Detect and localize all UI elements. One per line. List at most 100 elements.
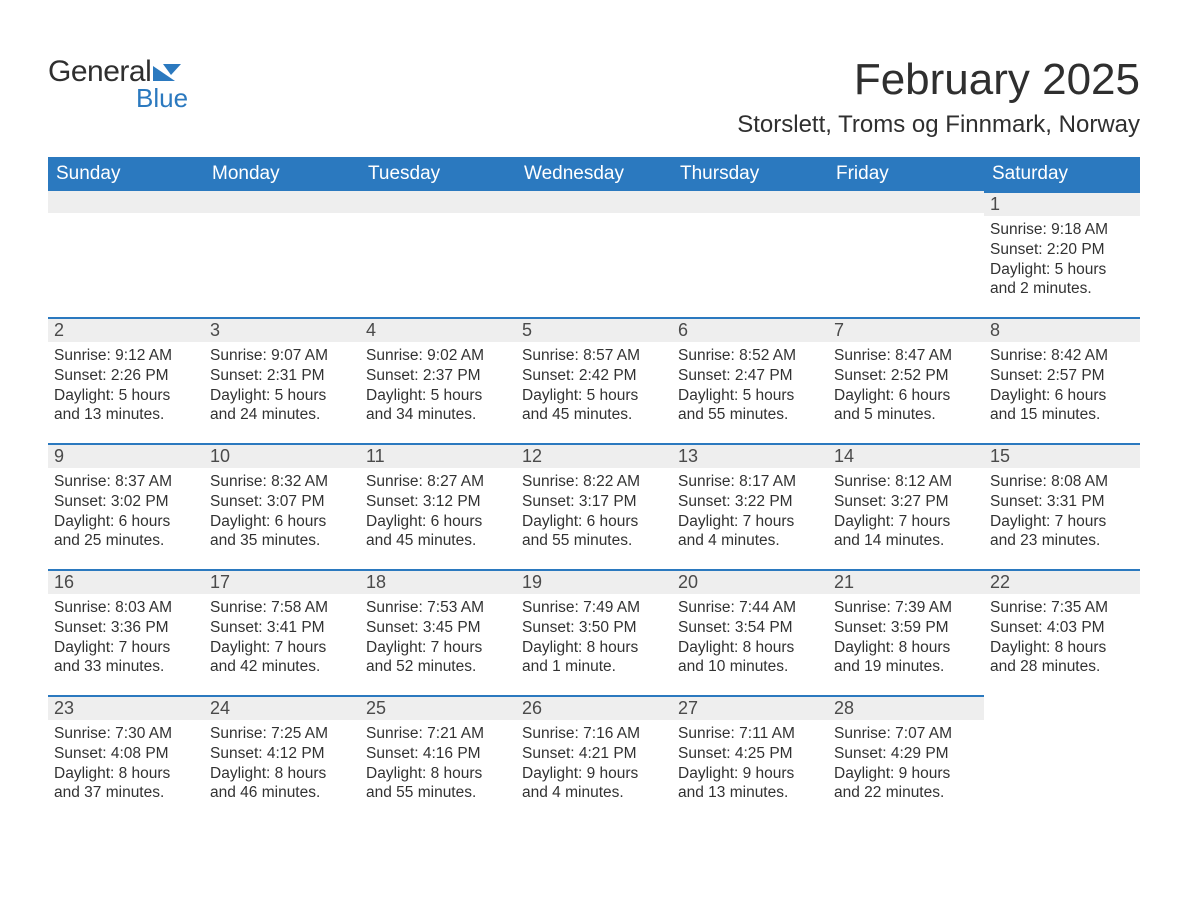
day-line-day1: Daylight: 5 hours — [990, 260, 1134, 280]
calendar-cell: 17Sunrise: 7:58 AMSunset: 3:41 PMDayligh… — [204, 569, 360, 695]
calendar-cell — [516, 191, 672, 317]
day-number: 10 — [204, 443, 360, 468]
calendar-cell: 23Sunrise: 7:30 AMSunset: 4:08 PMDayligh… — [48, 695, 204, 821]
day-line-sunset: Sunset: 3:17 PM — [522, 492, 666, 512]
calendar-cell — [984, 695, 1140, 821]
calendar-cell — [204, 191, 360, 317]
day-line-sunrise: Sunrise: 9:07 AM — [210, 346, 354, 366]
calendar-cell: 19Sunrise: 7:49 AMSunset: 3:50 PMDayligh… — [516, 569, 672, 695]
title-block: February 2025 Storslett, Troms og Finnma… — [737, 55, 1140, 139]
weekday-header: Thursday — [672, 157, 828, 191]
day-line-day1: Daylight: 6 hours — [210, 512, 354, 532]
calendar-cell: 21Sunrise: 7:39 AMSunset: 3:59 PMDayligh… — [828, 569, 984, 695]
day-line-sunset: Sunset: 4:29 PM — [834, 744, 978, 764]
day-line-sunset: Sunset: 3:45 PM — [366, 618, 510, 638]
day-number: 20 — [672, 569, 828, 594]
day-line-day1: Daylight: 6 hours — [990, 386, 1134, 406]
day-line-day2: and 55 minutes. — [678, 405, 822, 425]
day-line-day1: Daylight: 7 hours — [210, 638, 354, 658]
logo: General Blue — [48, 55, 188, 114]
calendar-body: 1Sunrise: 9:18 AMSunset: 2:20 PMDaylight… — [48, 191, 1140, 821]
day-line-day2: and 15 minutes. — [990, 405, 1134, 425]
calendar-cell: 9Sunrise: 8:37 AMSunset: 3:02 PMDaylight… — [48, 443, 204, 569]
day-line-sunset: Sunset: 2:52 PM — [834, 366, 978, 386]
day-line-day2: and 25 minutes. — [54, 531, 198, 551]
day-number: 4 — [360, 317, 516, 342]
day-line-day1: Daylight: 5 hours — [678, 386, 822, 406]
day-number: 3 — [204, 317, 360, 342]
day-details: Sunrise: 7:21 AMSunset: 4:16 PMDaylight:… — [360, 720, 516, 807]
calendar-cell: 2Sunrise: 9:12 AMSunset: 2:26 PMDaylight… — [48, 317, 204, 443]
day-line-sunrise: Sunrise: 8:22 AM — [522, 472, 666, 492]
calendar-cell: 5Sunrise: 8:57 AMSunset: 2:42 PMDaylight… — [516, 317, 672, 443]
day-line-day2: and 37 minutes. — [54, 783, 198, 803]
day-line-sunrise: Sunrise: 7:30 AM — [54, 724, 198, 744]
day-line-day2: and 45 minutes. — [366, 531, 510, 551]
day-line-day1: Daylight: 7 hours — [834, 512, 978, 532]
day-line-sunrise: Sunrise: 8:37 AM — [54, 472, 198, 492]
day-details: Sunrise: 8:27 AMSunset: 3:12 PMDaylight:… — [360, 468, 516, 555]
calendar-cell: 12Sunrise: 8:22 AMSunset: 3:17 PMDayligh… — [516, 443, 672, 569]
empty-day-head — [360, 191, 516, 213]
logo-text-blue: Blue — [136, 83, 188, 114]
day-line-sunrise: Sunrise: 9:12 AM — [54, 346, 198, 366]
calendar-cell: 22Sunrise: 7:35 AMSunset: 4:03 PMDayligh… — [984, 569, 1140, 695]
day-line-day1: Daylight: 6 hours — [54, 512, 198, 532]
day-line-day2: and 46 minutes. — [210, 783, 354, 803]
day-details: Sunrise: 8:12 AMSunset: 3:27 PMDaylight:… — [828, 468, 984, 555]
day-line-sunrise: Sunrise: 8:17 AM — [678, 472, 822, 492]
day-line-sunrise: Sunrise: 7:39 AM — [834, 598, 978, 618]
calendar-cell: 14Sunrise: 8:12 AMSunset: 3:27 PMDayligh… — [828, 443, 984, 569]
calendar-week-row: 23Sunrise: 7:30 AMSunset: 4:08 PMDayligh… — [48, 695, 1140, 821]
day-number: 13 — [672, 443, 828, 468]
day-details: Sunrise: 8:37 AMSunset: 3:02 PMDaylight:… — [48, 468, 204, 555]
calendar-cell: 6Sunrise: 8:52 AMSunset: 2:47 PMDaylight… — [672, 317, 828, 443]
day-line-day1: Daylight: 7 hours — [54, 638, 198, 658]
calendar-cell — [48, 191, 204, 317]
day-line-sunrise: Sunrise: 8:32 AM — [210, 472, 354, 492]
day-line-day1: Daylight: 6 hours — [522, 512, 666, 532]
day-line-day1: Daylight: 8 hours — [834, 638, 978, 658]
day-details: Sunrise: 7:58 AMSunset: 3:41 PMDaylight:… — [204, 594, 360, 681]
day-line-day1: Daylight: 7 hours — [678, 512, 822, 532]
weekday-header: Monday — [204, 157, 360, 191]
day-line-day2: and 2 minutes. — [990, 279, 1134, 299]
day-details: Sunrise: 9:02 AMSunset: 2:37 PMDaylight:… — [360, 342, 516, 429]
day-line-day2: and 19 minutes. — [834, 657, 978, 677]
calendar-table: Sunday Monday Tuesday Wednesday Thursday… — [48, 157, 1140, 821]
empty-day-head — [516, 191, 672, 213]
day-line-day1: Daylight: 8 hours — [366, 764, 510, 784]
day-line-day2: and 23 minutes. — [990, 531, 1134, 551]
day-number: 25 — [360, 695, 516, 720]
day-line-sunrise: Sunrise: 8:57 AM — [522, 346, 666, 366]
day-line-sunset: Sunset: 3:22 PM — [678, 492, 822, 512]
weekday-header: Wednesday — [516, 157, 672, 191]
day-line-sunset: Sunset: 3:54 PM — [678, 618, 822, 638]
empty-day-head — [672, 191, 828, 213]
day-line-day1: Daylight: 8 hours — [990, 638, 1134, 658]
day-line-day2: and 28 minutes. — [990, 657, 1134, 677]
day-details: Sunrise: 7:44 AMSunset: 3:54 PMDaylight:… — [672, 594, 828, 681]
day-line-sunrise: Sunrise: 9:02 AM — [366, 346, 510, 366]
day-line-sunset: Sunset: 3:12 PM — [366, 492, 510, 512]
day-line-day2: and 22 minutes. — [834, 783, 978, 803]
calendar-week-row: 2Sunrise: 9:12 AMSunset: 2:26 PMDaylight… — [48, 317, 1140, 443]
weekday-header: Saturday — [984, 157, 1140, 191]
calendar-cell: 20Sunrise: 7:44 AMSunset: 3:54 PMDayligh… — [672, 569, 828, 695]
calendar-cell: 28Sunrise: 7:07 AMSunset: 4:29 PMDayligh… — [828, 695, 984, 821]
calendar-cell: 4Sunrise: 9:02 AMSunset: 2:37 PMDaylight… — [360, 317, 516, 443]
day-line-sunrise: Sunrise: 8:08 AM — [990, 472, 1134, 492]
day-line-sunrise: Sunrise: 7:35 AM — [990, 598, 1134, 618]
day-line-sunrise: Sunrise: 7:49 AM — [522, 598, 666, 618]
empty-day-head — [48, 191, 204, 213]
day-details: Sunrise: 8:52 AMSunset: 2:47 PMDaylight:… — [672, 342, 828, 429]
day-number: 23 — [48, 695, 204, 720]
day-line-day1: Daylight: 5 hours — [522, 386, 666, 406]
day-number: 15 — [984, 443, 1140, 468]
day-details: Sunrise: 8:32 AMSunset: 3:07 PMDaylight:… — [204, 468, 360, 555]
day-details: Sunrise: 8:17 AMSunset: 3:22 PMDaylight:… — [672, 468, 828, 555]
day-line-sunrise: Sunrise: 7:44 AM — [678, 598, 822, 618]
calendar-cell: 25Sunrise: 7:21 AMSunset: 4:16 PMDayligh… — [360, 695, 516, 821]
calendar-cell: 27Sunrise: 7:11 AMSunset: 4:25 PMDayligh… — [672, 695, 828, 821]
day-details: Sunrise: 9:18 AMSunset: 2:20 PMDaylight:… — [984, 216, 1140, 303]
